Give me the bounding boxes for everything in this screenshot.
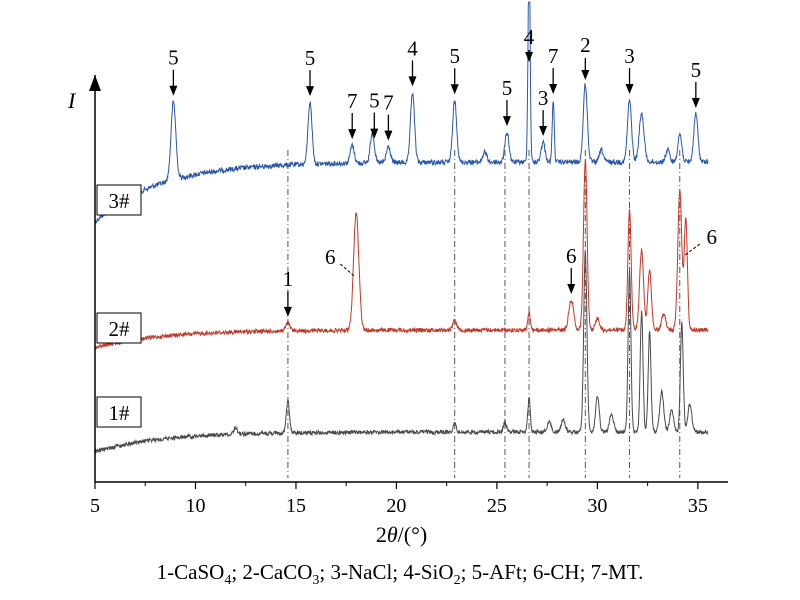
peak-label: 7 (548, 44, 559, 68)
peak-label: 1 (283, 267, 294, 291)
y-axis-label: I (67, 88, 77, 113)
peak-arrow-head (450, 84, 459, 95)
caption-subscript: 2 (453, 573, 461, 589)
phase-legend-caption: 1-CaSO4; 2-CaCO3; 3-NaCl; 4-SiO2; 5-AFt;… (0, 560, 800, 589)
peak-arrow-head (370, 128, 379, 139)
x-tick-label: 35 (688, 495, 708, 517)
peak-label: 5 (305, 46, 316, 70)
peak-arrow-head (169, 85, 178, 96)
peak-label: 6 (325, 245, 336, 269)
sample-label-box (96, 312, 142, 344)
peak-label: 5 (168, 46, 179, 70)
peak-arrow-head (525, 52, 534, 62)
series-line-3 (94, 1, 709, 224)
caption-text: ; 2-CaCO (231, 560, 313, 584)
sample-label-box (96, 396, 142, 428)
sample-label: 3# (109, 189, 131, 213)
peak-label: 7 (383, 91, 394, 115)
peak-arrow-head (283, 306, 292, 317)
caption-text: 1-CaSO (156, 560, 225, 584)
peak-arrow-head (625, 84, 634, 95)
peak-label: 4 (407, 36, 418, 60)
sample-label: 1# (109, 401, 131, 425)
x-tick-label: 30 (587, 495, 607, 517)
peak-label: 7 (347, 89, 358, 113)
peak-label: 3 (538, 86, 549, 110)
caption-text: ; 5-AFt; 6-CH; 7-MT. (460, 560, 644, 584)
sample-label: 2# (109, 317, 131, 341)
caption-subscript: 3 (312, 573, 320, 589)
sample-label-box (96, 184, 142, 216)
caption-text: ; 3-NaCl; 4-SiO (319, 560, 454, 584)
peak-label: 4 (524, 25, 535, 49)
series-line-1 (94, 250, 709, 454)
peak-arrow-head (581, 70, 590, 80)
peak-arrow-head (384, 130, 393, 141)
peak-label: 5 (369, 89, 380, 113)
x-tick-label: 15 (286, 495, 306, 517)
peak-label: 2 (580, 33, 591, 57)
peak-label: 5 (691, 58, 702, 82)
peak-label: 3 (624, 44, 635, 68)
x-tick-label: 5 (90, 495, 100, 517)
x-tick-label: 10 (185, 495, 205, 517)
peak-pointer (683, 243, 701, 257)
peak-arrow-head (306, 86, 315, 97)
peak-arrow-head (348, 129, 357, 140)
x-tick-label: 25 (487, 495, 507, 517)
peak-arrow-head (691, 98, 700, 109)
peak-arrow-head (549, 84, 558, 95)
peak-label: 6 (707, 225, 718, 249)
x-tick-label: 20 (386, 495, 406, 517)
peak-arrow-head (408, 76, 417, 87)
peak-label: 6 (566, 244, 577, 268)
series-line-2 (94, 159, 709, 351)
y-axis-arrow (89, 75, 101, 91)
peak-arrow-head (567, 284, 576, 295)
x-axis-label: 2θ/(°) (376, 522, 427, 547)
peak-label: 5 (449, 44, 460, 68)
caption-subscript: 4 (224, 573, 232, 589)
peak-arrow-head (539, 126, 548, 137)
peak-pointer (339, 263, 355, 277)
peak-label: 5 (502, 76, 513, 100)
peak-arrow-head (502, 116, 511, 127)
